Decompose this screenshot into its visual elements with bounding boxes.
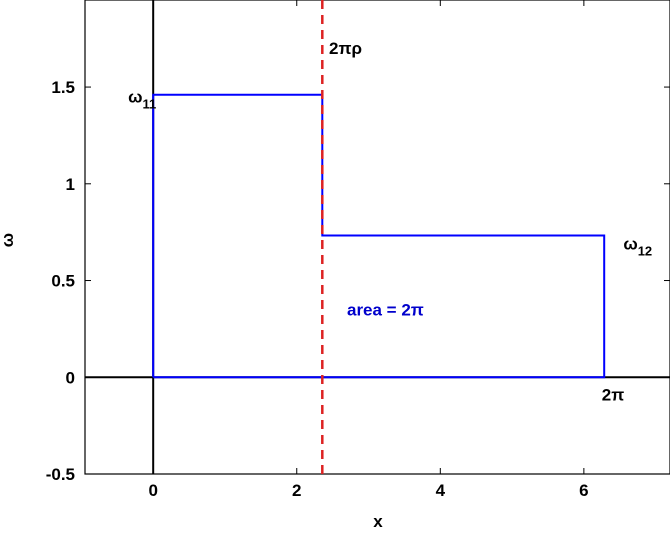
ticks-layer: 0 2 4 6 -0.5 0 0.5 1 1.5 bbox=[46, 0, 670, 500]
omega11-base: ω bbox=[128, 88, 142, 107]
annotation-2pi-rho: 2πρ bbox=[329, 39, 362, 58]
y-tick-label: -0.5 bbox=[46, 465, 75, 484]
annotation-2pi: 2π bbox=[602, 385, 624, 404]
y-tick-label: 0 bbox=[66, 368, 75, 387]
series-layer bbox=[152, 93, 606, 379]
y-tick-label: 1.5 bbox=[51, 78, 75, 97]
omega12-subscript: 12 bbox=[638, 244, 652, 259]
x-tick-label: 4 bbox=[436, 481, 446, 500]
annotation-omega11: ω11 bbox=[128, 88, 156, 112]
y-axis-label: ω bbox=[0, 233, 17, 247]
omega11-subscript: 11 bbox=[142, 97, 156, 112]
annotation-area: area = 2π bbox=[347, 300, 424, 319]
y-tick-label: 1 bbox=[66, 175, 75, 194]
annotation-omega12: ω12 bbox=[623, 235, 652, 259]
x-tick-label: 2 bbox=[292, 481, 301, 500]
x-tick-label: 0 bbox=[148, 481, 157, 500]
series-line-0 bbox=[152, 93, 606, 379]
plot-area bbox=[84, 0, 670, 475]
x-axis-label: x bbox=[373, 512, 383, 531]
y-tick-label: 0.5 bbox=[51, 272, 75, 291]
x-tick-label: 6 bbox=[579, 481, 588, 500]
omega12-base: ω bbox=[623, 235, 637, 254]
